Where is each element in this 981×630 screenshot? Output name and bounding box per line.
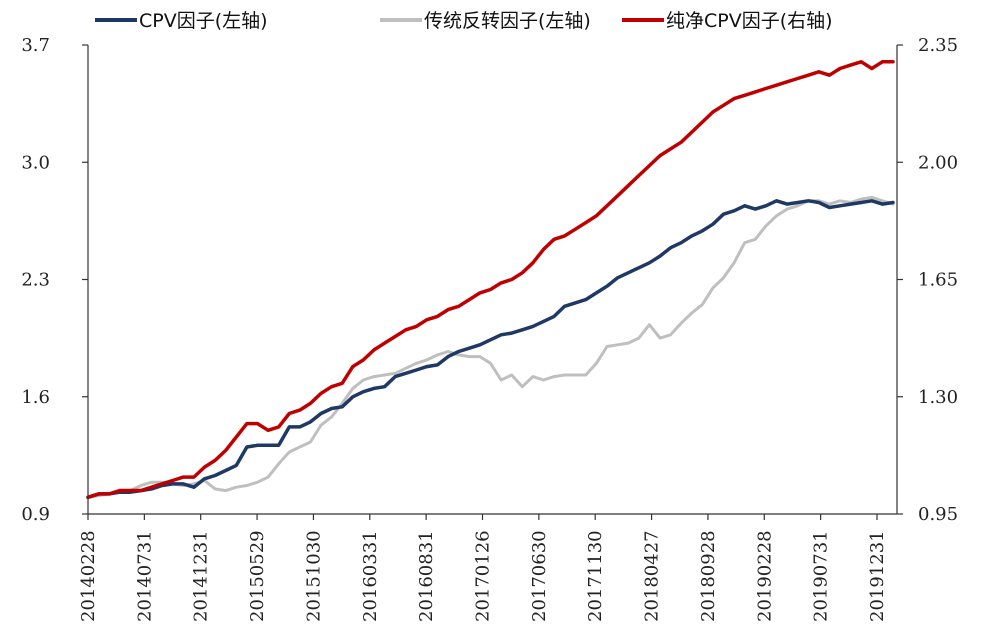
x-tick-label: 20160331 <box>360 530 381 622</box>
x-tick-label: 20151030 <box>303 530 324 622</box>
left-tick-label: 3.7 <box>21 35 50 56</box>
left-tick-label: 0.9 <box>21 504 50 525</box>
x-tick-label: 20170126 <box>473 530 494 622</box>
x-tick-label: 20140731 <box>134 530 155 622</box>
x-tick-label: 20191231 <box>867 530 888 622</box>
x-tick-label: 20141231 <box>191 530 212 622</box>
x-tick-label: 20140228 <box>78 530 99 622</box>
legend: CPV因子(左轴) 传统反转因子(左轴) 纯净CPV因子(右轴) <box>95 10 833 32</box>
x-tick-label: 20180427 <box>642 530 663 622</box>
series-line-0 <box>86 199 895 500</box>
right-tick-label: 0.95 <box>918 504 958 525</box>
right-tick-label: 1.65 <box>918 270 958 291</box>
plot-area <box>86 60 895 500</box>
x-tick-label: 20190228 <box>754 530 775 622</box>
x-tick-label: 20180928 <box>698 530 719 622</box>
legend-label: CPV因子(左轴) <box>139 10 268 32</box>
series-line-1 <box>86 195 895 499</box>
x-tick-label: 20190731 <box>811 530 832 622</box>
right-tick-label: 2.00 <box>918 152 958 173</box>
left-tick-label: 1.6 <box>21 387 50 408</box>
series-line-2 <box>86 60 895 500</box>
left-tick-label: 3.0 <box>21 152 50 173</box>
x-tick-label: 20171130 <box>585 530 606 622</box>
x-tick-label: 20150529 <box>247 530 268 622</box>
axes: 0.9 1.6 2.3 3.0 3.7 0.95 1.30 1.65 2.00 2.35 20140… <box>21 35 958 622</box>
legend-label: 纯净CPV因子(右轴) <box>666 10 833 32</box>
left-tick-label: 2.3 <box>21 270 50 291</box>
right-tick-label: 2.35 <box>918 35 958 56</box>
legend-label: 传统反转因子(左轴) <box>424 10 591 32</box>
right-tick-label: 1.30 <box>918 387 958 408</box>
x-tick-label: 20160831 <box>416 530 437 622</box>
x-tick-label: 20170630 <box>529 530 550 622</box>
